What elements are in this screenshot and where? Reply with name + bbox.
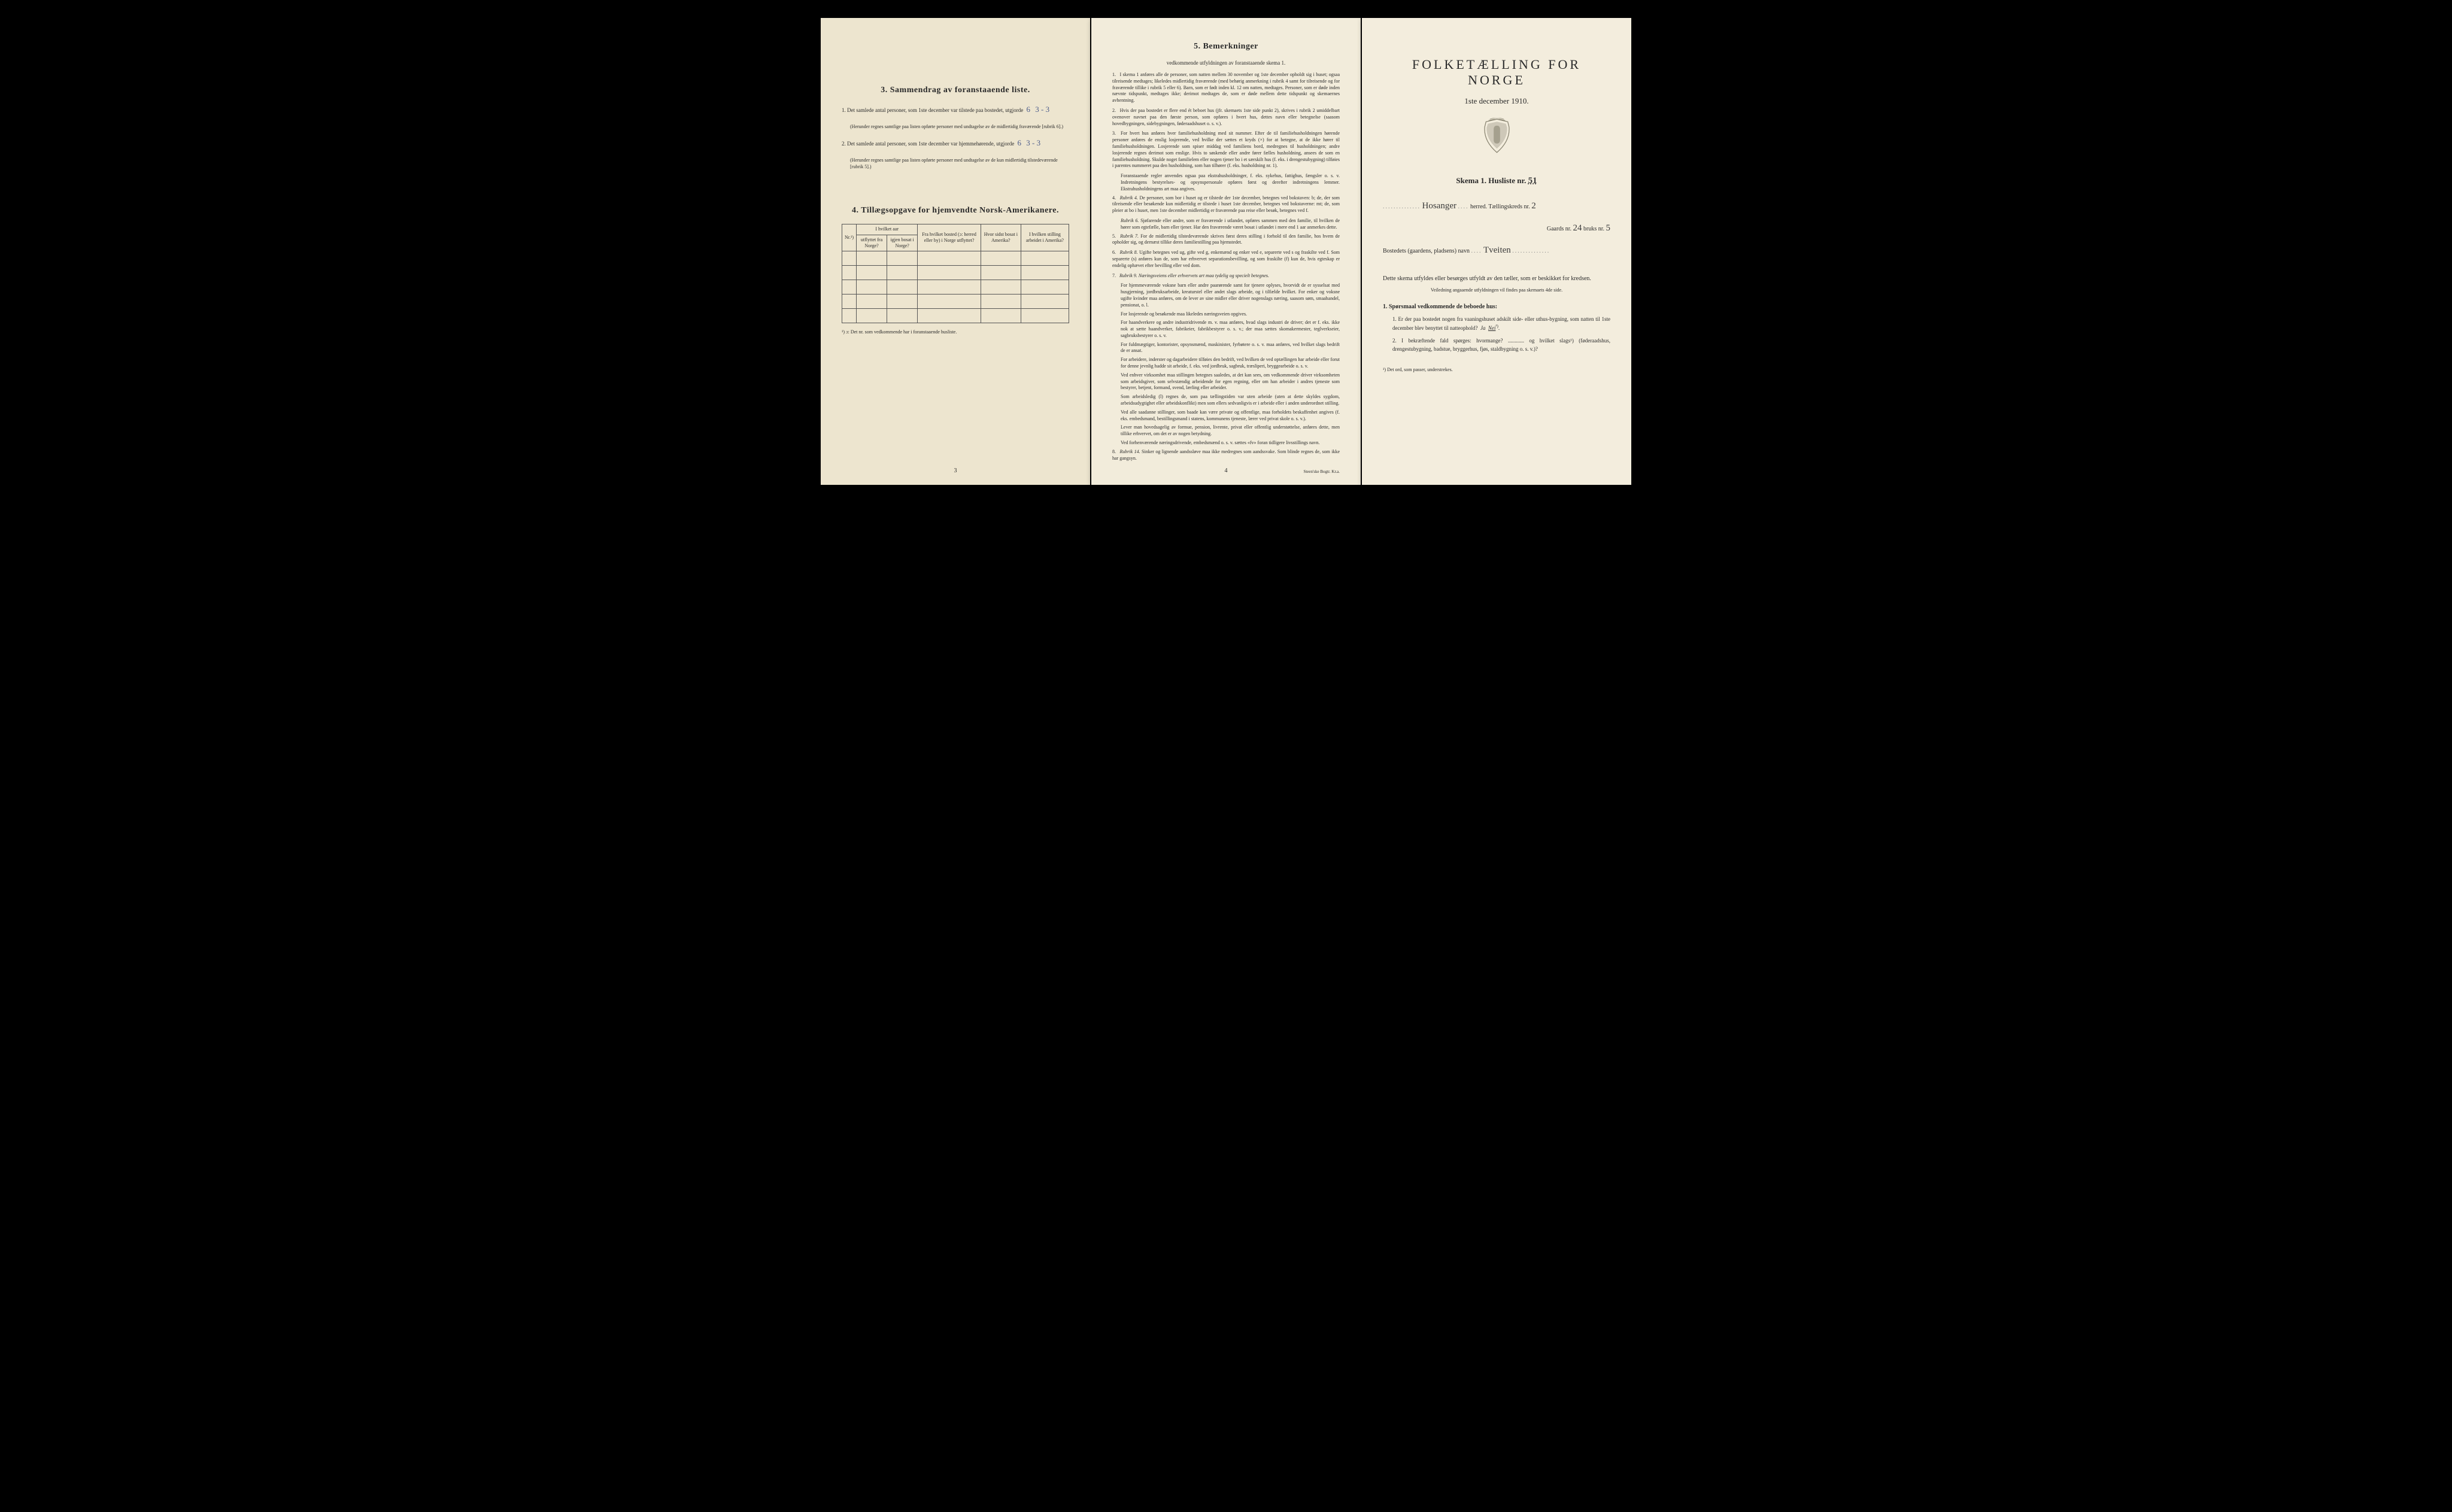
item1-subnote: (Herunder regnes samtlige paa listen opf… [850, 123, 1069, 130]
rubrik-6: Rubrik 6. Sjøfarende eller andre, som er… [1121, 218, 1340, 231]
question-2: 2. I bekræftende fald spørges: hvormange… [1392, 336, 1610, 354]
section-5-title: 5. Bemerkninger [1112, 42, 1340, 51]
rubrik-9h: Ved alle saadanne stillinger, som baade … [1121, 409, 1340, 423]
herred-value: Hosanger [1422, 201, 1456, 211]
remark-4: 4. Rubrik 4. De personer, som bor i huse… [1112, 195, 1340, 214]
footnote-3: ¹) Det ord, som passer, understrekes. [1383, 367, 1610, 372]
remark-6: 6. Rubrik 8. Ugifte betegnes ved ug, gif… [1112, 250, 1340, 269]
item2-value-2: 3 - 3 [1024, 138, 1042, 147]
remark-8: 8. Rubrik 14. Sinker og lignende aandssl… [1112, 449, 1340, 462]
page-middle: 5. Bemerkninger vedkommende utfyldningen… [1091, 18, 1361, 485]
remark-2: 2. Hvis der paa bostedet er flere end ét… [1112, 108, 1340, 127]
guidance-note: Veiledning angaaende utfyldningen vil fi… [1383, 287, 1610, 293]
th-nr: Nr.¹) [842, 224, 857, 251]
table-footnote: ¹) ɔ: Det nr. som vedkommende har i fora… [842, 329, 1069, 335]
rubrik-9g: Som arbeidsledig (l) regnes de, som paa … [1121, 394, 1340, 407]
instruction-para: Dette skema utfyldes eller besørges utfy… [1383, 274, 1610, 284]
table-row [842, 280, 1069, 294]
question-heading: 1. Spørsmaal vedkommende de beboede hus: [1383, 303, 1610, 310]
item1-value-2: 3 - 3 [1033, 105, 1051, 114]
kreds-nr: 2 [1531, 201, 1536, 211]
rubrik-9f: Ved enhver virksomhet maa stillingen bet… [1121, 372, 1340, 391]
th-where: Hvor sidst bosat i Amerika? [981, 224, 1021, 251]
table-row [842, 266, 1069, 280]
remark-3b: Foranstaaende regler anvendes ogsaa paa … [1121, 173, 1340, 192]
page-number-4: 4 [1225, 467, 1228, 474]
rubrik-9e: For arbeidere, inderster og dagarbeidere… [1121, 357, 1340, 370]
bosted-line: Bostedets (gaardens, pladsens) navn ....… [1383, 242, 1610, 259]
page-number-3: 3 [954, 467, 957, 474]
printer-credit: Steen'ske Bogtr. Kr.a. [1303, 469, 1340, 474]
rubrik-9d: For fuldmægtiger, kontorister, opsynsmæn… [1121, 342, 1340, 355]
item1-value-1: 6 [1025, 105, 1033, 114]
remark-3: 3. For hvert hus anføres hver familiehus… [1112, 130, 1340, 169]
remark-1: 1. I skema 1 anføres alle de personer, s… [1112, 72, 1340, 104]
page-left: 3. Sammendrag av foranstaaende liste. 1.… [821, 18, 1090, 485]
census-date: 1ste december 1910. [1383, 96, 1610, 106]
rubrik-9c: For haandverkere og andre industridriven… [1121, 320, 1340, 339]
emigrant-table: Nr.¹) I hvilket aar Fra hvilket bosted (… [842, 224, 1069, 323]
th-position: I hvilken stilling arbeidet i Amerika? [1021, 224, 1069, 251]
summary-item-2: 2. Det samlede antal personer, som 1ste … [842, 137, 1069, 150]
remark-7: 7. Rubrik 9. Næringsveiens eller erhverv… [1112, 273, 1340, 280]
item2-text: Det samlede antal personer, som 1ste dec… [847, 141, 1014, 147]
answer-ja: Ja [1480, 325, 1486, 331]
item2-value-1: 6 [1016, 138, 1024, 147]
husliste-nr: 51 [1528, 176, 1537, 186]
item2-subnote: (Herunder regnes samtlige paa listen opf… [850, 157, 1069, 170]
table-row [842, 294, 1069, 309]
rubrik-9b: For losjerende og besøkende maa likelede… [1121, 311, 1340, 318]
gaards-nr: 24 [1573, 223, 1582, 233]
question-1: 1. Er der paa bostedet nogen fra vaaning… [1392, 315, 1610, 333]
th-emigrated: utflyttet fra Norge? [857, 235, 887, 251]
bruks-nr: 5 [1606, 223, 1611, 233]
remark-5: 5. Rubrik 7. For de midlertidig tilstede… [1112, 233, 1340, 247]
answer-nei: Nei [1488, 325, 1496, 331]
bosted-value: Tveiten [1483, 245, 1511, 255]
th-year: I hvilket aar [857, 224, 918, 235]
table-row [842, 251, 1069, 266]
skema-line: Skema 1. Husliste nr. 51 [1383, 176, 1610, 186]
herred-line: .............. Hosanger .... herred. Tæl… [1383, 198, 1610, 214]
rubrik-9j: Ved forhenværende næringsdrivende, embed… [1121, 440, 1340, 447]
item1-text: Det samlede antal personer, som 1ste dec… [847, 107, 1023, 113]
page-right: FOLKETÆLLING FOR NORGE 1ste december 191… [1362, 18, 1631, 485]
section-5-subtitle: vedkommende utfyldningen av foranstaaend… [1112, 60, 1340, 66]
summary-item-1: 1. Det samlede antal personer, som 1ste … [842, 104, 1069, 116]
table-row [842, 309, 1069, 323]
rubrik-9a: For hjemmeværende voksne barn eller andr… [1121, 283, 1340, 308]
gaard-line: Gaards nr. 24 bruks nr. 5 [1383, 220, 1610, 236]
coat-of-arms-icon [1383, 118, 1610, 158]
section-4-title: 4. Tillægsopgave for hjemvendte Norsk-Am… [842, 206, 1069, 215]
th-returned: igjen bosat i Norge? [887, 235, 918, 251]
census-title: FOLKETÆLLING FOR NORGE [1383, 57, 1610, 88]
section-3-title: 3. Sammendrag av foranstaaende liste. [842, 86, 1069, 95]
rubrik-9i: Lever man hovedsagelig av formue, pensio… [1121, 424, 1340, 438]
th-from: Fra hvilket bosted (ɔ: herred eller by) … [918, 224, 981, 251]
